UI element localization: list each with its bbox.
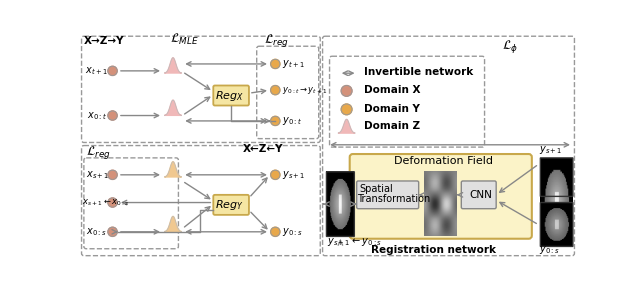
FancyBboxPatch shape (461, 181, 496, 209)
Text: X←Z←Y: X←Z←Y (243, 144, 284, 154)
Text: Invertible network: Invertible network (364, 68, 473, 77)
Circle shape (108, 170, 117, 179)
Text: $\mathit{Reg}_X$: $\mathit{Reg}_X$ (215, 89, 244, 103)
FancyBboxPatch shape (213, 86, 249, 105)
Text: CNN: CNN (469, 190, 492, 200)
Circle shape (271, 227, 280, 236)
FancyBboxPatch shape (349, 154, 532, 239)
Text: $\mathit{Reg}_Y$: $\mathit{Reg}_Y$ (215, 198, 244, 212)
Text: $y_{0:t}{\rightarrow}y_{t+1}$: $y_{0:t}{\rightarrow}y_{t+1}$ (282, 86, 327, 97)
Text: $x_{s+1}{\leftarrow}x_{0:s}$: $x_{s+1}{\leftarrow}x_{0:s}$ (81, 198, 129, 208)
Circle shape (271, 59, 280, 68)
Circle shape (341, 104, 352, 115)
Text: $\mathcal{L}_{reg}$: $\mathcal{L}_{reg}$ (86, 144, 111, 161)
Polygon shape (164, 100, 182, 115)
Circle shape (271, 116, 280, 125)
Circle shape (108, 111, 117, 120)
Text: X→Z→Y: X→Z→Y (84, 36, 124, 46)
Text: Deformation Field: Deformation Field (394, 156, 493, 166)
Text: $y_{0:s}$: $y_{0:s}$ (282, 226, 302, 238)
Text: Domain X: Domain X (364, 85, 420, 95)
Polygon shape (164, 162, 182, 177)
Text: $y_{t+1}$: $y_{t+1}$ (282, 58, 304, 70)
Polygon shape (338, 119, 355, 133)
Text: $y_{0:t}$: $y_{0:t}$ (282, 115, 301, 127)
Text: $\mathcal{L}_{\phi}$: $\mathcal{L}_{\phi}$ (502, 38, 518, 55)
Text: Spatial: Spatial (359, 184, 393, 194)
Text: $\mathcal{L}_{reg}$: $\mathcal{L}_{reg}$ (264, 32, 289, 49)
Text: $y_{s+1}$: $y_{s+1}$ (282, 169, 305, 181)
Polygon shape (164, 216, 182, 231)
Polygon shape (164, 58, 182, 73)
Text: Transformation: Transformation (356, 194, 430, 204)
Text: $\mathcal{L}_{MLE}$: $\mathcal{L}_{MLE}$ (170, 32, 198, 47)
FancyBboxPatch shape (356, 181, 419, 209)
Text: Registration network: Registration network (371, 245, 495, 255)
Circle shape (271, 86, 280, 95)
Text: $x_{t+1}$: $x_{t+1}$ (84, 65, 108, 77)
Circle shape (108, 198, 117, 207)
Text: Domain Y: Domain Y (364, 104, 420, 114)
Text: $y_{s+1}{\leftarrow}y_{0:s}$: $y_{s+1}{\leftarrow}y_{0:s}$ (327, 236, 382, 248)
Text: $x_{0:t}$: $x_{0:t}$ (87, 110, 107, 122)
Circle shape (108, 66, 117, 75)
Circle shape (341, 86, 352, 96)
Text: $x_{s+1}$: $x_{s+1}$ (86, 169, 110, 181)
Text: Domain Z: Domain Z (364, 121, 420, 131)
Text: $y_{0:s}$: $y_{0:s}$ (539, 244, 559, 256)
Circle shape (108, 227, 117, 236)
Circle shape (271, 170, 280, 179)
Text: $y_{s+1}$: $y_{s+1}$ (539, 144, 563, 156)
Text: $x_{0:s}$: $x_{0:s}$ (86, 226, 107, 238)
FancyBboxPatch shape (213, 195, 249, 215)
